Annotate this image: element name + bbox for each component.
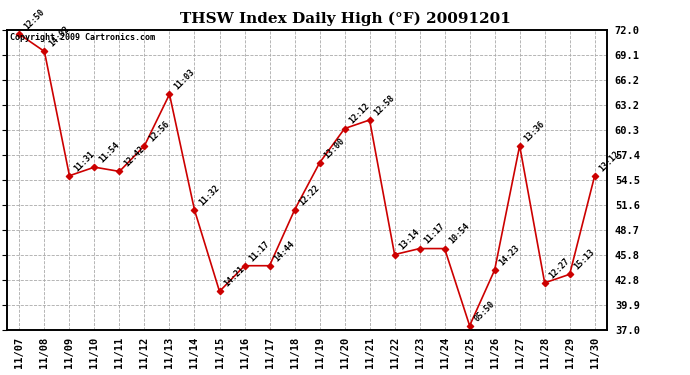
Text: 13:14: 13:14	[397, 228, 422, 252]
Text: 12:50: 12:50	[22, 8, 46, 32]
Text: 11:17: 11:17	[247, 239, 271, 263]
Point	[489, 267, 500, 273]
Point	[314, 160, 325, 166]
Text: 12:27: 12:27	[547, 256, 571, 280]
Point	[364, 117, 375, 123]
Text: 14:23: 14:23	[497, 243, 522, 267]
Point	[114, 168, 125, 174]
Text: 11:03: 11:03	[172, 68, 196, 92]
Point	[39, 48, 50, 54]
Text: 05:50: 05:50	[473, 299, 496, 323]
Text: THSW Index Daily High (°F) 20091201: THSW Index Daily High (°F) 20091201	[179, 11, 511, 26]
Point	[239, 263, 250, 269]
Point	[539, 280, 550, 286]
Text: 15:13: 15:13	[573, 248, 596, 272]
Text: 12:12: 12:12	[347, 102, 371, 126]
Point	[139, 143, 150, 149]
Text: 14:21: 14:21	[222, 265, 246, 289]
Text: 13:36: 13:36	[522, 119, 546, 143]
Point	[564, 271, 575, 277]
Text: 11:17: 11:17	[422, 222, 446, 246]
Point	[514, 143, 525, 149]
Text: 12:56: 12:56	[147, 119, 171, 143]
Point	[339, 126, 350, 132]
Point	[464, 323, 475, 329]
Point	[389, 252, 400, 258]
Text: 10:54: 10:54	[447, 222, 471, 246]
Point	[164, 91, 175, 97]
Text: 13:00: 13:00	[322, 136, 346, 160]
Text: 11:54: 11:54	[97, 140, 121, 164]
Text: 12:42: 12:42	[122, 145, 146, 169]
Point	[589, 173, 600, 179]
Point	[414, 246, 425, 252]
Text: 11:32: 11:32	[197, 183, 221, 207]
Point	[14, 31, 25, 37]
Text: 11:31: 11:31	[72, 149, 96, 173]
Point	[89, 164, 100, 170]
Point	[214, 288, 225, 294]
Point	[439, 246, 450, 252]
Text: 14:02: 14:02	[47, 25, 71, 49]
Text: 14:44: 14:44	[273, 239, 296, 263]
Text: 12:22: 12:22	[297, 183, 322, 207]
Text: 12:58: 12:58	[373, 93, 396, 117]
Point	[289, 207, 300, 213]
Point	[264, 263, 275, 269]
Text: 13:12: 13:12	[598, 149, 622, 173]
Point	[64, 173, 75, 179]
Text: Copyright 2009 Cartronics.com: Copyright 2009 Cartronics.com	[10, 33, 155, 42]
Point	[189, 207, 200, 213]
